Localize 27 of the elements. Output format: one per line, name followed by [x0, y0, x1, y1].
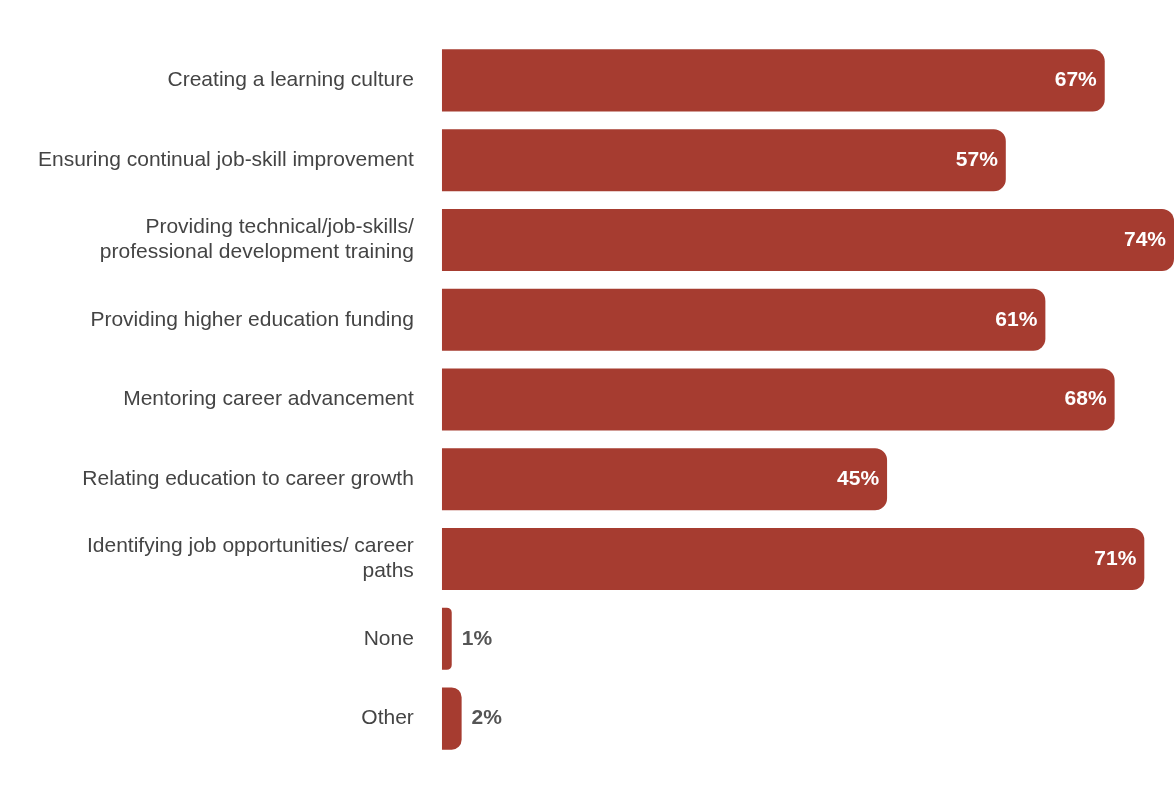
bar [441, 448, 888, 511]
y-tick-label: Creating a learning culture [167, 67, 414, 91]
y-tick-label: Providing higher education funding [90, 306, 414, 330]
y-tick-label: Identifying job opportunities/ career paths [86, 533, 414, 582]
y-tick-label: Other [361, 705, 414, 729]
data-label: 67% [1054, 67, 1098, 91]
bar [441, 368, 1115, 431]
bar [441, 527, 1145, 591]
data-label: 57% [955, 147, 999, 171]
bar [441, 129, 1006, 192]
y-tick-label: Providing technical/job-skills/ professional development training [99, 214, 414, 263]
data-label: 68% [1064, 386, 1107, 410]
data-label: 74% [1123, 226, 1167, 250]
data-label: 61% [995, 306, 1038, 330]
y-tick-label: Mentoring career advancement [123, 386, 414, 410]
y-tick-label: Relating education to career growth [82, 466, 414, 490]
data-label: 1% [461, 625, 493, 649]
bar [441, 208, 1174, 272]
bar [441, 607, 452, 670]
y-tick-label: None [363, 625, 414, 649]
y-tick-label: Ensuring continual job-skill improvement [37, 147, 414, 171]
data-label: 71% [1094, 545, 1137, 569]
data-label: 45% [837, 466, 880, 490]
bar [441, 687, 462, 750]
data-label: 2% [471, 705, 503, 729]
bar [441, 288, 1046, 351]
bar [441, 49, 1105, 112]
